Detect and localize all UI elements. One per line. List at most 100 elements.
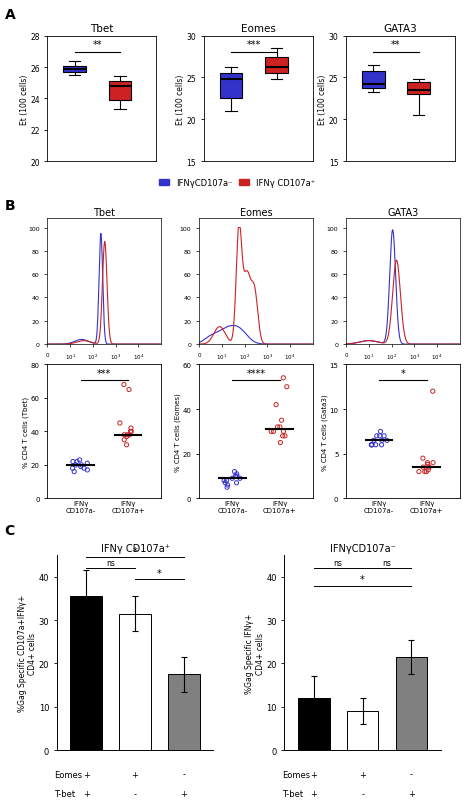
Point xyxy=(123,429,131,442)
Point xyxy=(77,461,84,474)
Point xyxy=(221,477,229,490)
Text: +: + xyxy=(132,770,138,779)
PathPatch shape xyxy=(265,58,288,74)
Point xyxy=(276,421,283,434)
Bar xyxy=(346,711,379,750)
Legend: IFNγCD107a⁻, IFNγ CD107a⁺: IFNγCD107a⁻, IFNγ CD107a⁺ xyxy=(159,178,315,187)
Text: T-bet: T-bet xyxy=(282,789,303,798)
Point xyxy=(422,466,430,478)
Point xyxy=(232,470,239,483)
Title: IFNγ CD107a⁺: IFNγ CD107a⁺ xyxy=(100,543,170,553)
Text: ns: ns xyxy=(106,558,115,567)
Y-axis label: Et (100 cells): Et (100 cells) xyxy=(176,74,185,125)
Point xyxy=(83,464,91,477)
Point xyxy=(231,466,238,478)
Point xyxy=(223,481,231,494)
Point xyxy=(380,430,388,443)
Text: ***: *** xyxy=(97,368,111,378)
Text: A: A xyxy=(5,8,16,22)
Point xyxy=(69,462,76,475)
Text: B: B xyxy=(5,199,15,212)
Point xyxy=(367,439,375,452)
Text: +: + xyxy=(310,789,317,798)
Point xyxy=(128,425,135,438)
Point xyxy=(120,379,128,392)
Title: IFNγCD107a⁻: IFNγCD107a⁻ xyxy=(330,543,395,553)
Title: Tbet: Tbet xyxy=(93,208,115,218)
Text: Eomes: Eomes xyxy=(55,770,82,779)
Point xyxy=(370,435,378,448)
Point xyxy=(123,431,131,444)
Point xyxy=(126,429,133,442)
Point xyxy=(429,385,437,398)
Point xyxy=(116,417,124,430)
Point xyxy=(120,434,128,447)
Point xyxy=(127,425,134,438)
Y-axis label: %Gag Specific IFNγ+
CD4+ cells: %Gag Specific IFNγ+ CD4+ cells xyxy=(246,613,265,693)
Bar xyxy=(168,675,200,750)
Point xyxy=(236,472,244,485)
Point xyxy=(220,474,228,487)
Bar xyxy=(70,597,102,750)
Point xyxy=(383,435,391,448)
Text: +: + xyxy=(83,789,90,798)
Text: +: + xyxy=(408,789,415,798)
Point xyxy=(421,466,428,478)
Text: +: + xyxy=(181,789,187,798)
Point xyxy=(273,421,281,434)
Y-axis label: Et (100 cells): Et (100 cells) xyxy=(318,74,327,125)
Y-axis label: % CD4 T cells (Eomes): % CD4 T cells (Eomes) xyxy=(174,393,181,471)
Point xyxy=(223,474,230,487)
Text: T-bet: T-bet xyxy=(55,789,75,798)
Point xyxy=(278,414,285,427)
PathPatch shape xyxy=(407,83,430,95)
PathPatch shape xyxy=(109,82,131,101)
Text: *: * xyxy=(133,547,137,556)
Point xyxy=(71,466,78,478)
Title: GATA3: GATA3 xyxy=(387,208,419,218)
Text: -: - xyxy=(361,789,364,798)
Text: ****: **** xyxy=(246,368,265,378)
Text: ns: ns xyxy=(334,558,343,567)
Y-axis label: % CD4 T cells (Tbet): % CD4 T cells (Tbet) xyxy=(23,397,29,467)
Title: GATA3: GATA3 xyxy=(383,24,418,34)
Text: **: ** xyxy=(391,41,401,50)
Title: Tbet: Tbet xyxy=(90,24,114,34)
Point xyxy=(83,457,91,470)
Point xyxy=(372,439,380,452)
Point xyxy=(415,466,423,478)
Y-axis label: %Gag Specific CD107a+IFNγ+
CD4+ cells: %Gag Specific CD107a+IFNγ+ CD4+ cells xyxy=(18,594,37,711)
Text: +: + xyxy=(83,770,90,779)
Point xyxy=(378,435,386,448)
Point xyxy=(277,436,284,449)
Point xyxy=(228,472,236,485)
Point xyxy=(270,425,277,438)
Point xyxy=(425,461,433,474)
Point xyxy=(376,430,383,443)
Point xyxy=(73,456,81,469)
Point xyxy=(123,439,130,452)
Point xyxy=(429,457,437,470)
PathPatch shape xyxy=(220,74,242,99)
Point xyxy=(424,457,431,470)
Point xyxy=(280,425,287,438)
PathPatch shape xyxy=(362,71,384,88)
Point xyxy=(419,461,427,474)
Point xyxy=(267,425,275,438)
Point xyxy=(424,458,431,471)
Point xyxy=(233,468,240,481)
Bar xyxy=(298,698,329,750)
Text: -: - xyxy=(410,770,413,779)
Point xyxy=(377,425,384,438)
Title: Eomes: Eomes xyxy=(240,208,272,218)
Point xyxy=(273,398,280,411)
Point xyxy=(72,459,79,472)
Point xyxy=(283,380,291,393)
Y-axis label: Et (100 cells): Et (100 cells) xyxy=(20,74,29,125)
Text: **: ** xyxy=(92,41,102,50)
Point xyxy=(233,477,240,490)
Point xyxy=(80,462,88,475)
Point xyxy=(281,430,289,443)
Point xyxy=(69,456,77,469)
Point xyxy=(78,459,85,472)
